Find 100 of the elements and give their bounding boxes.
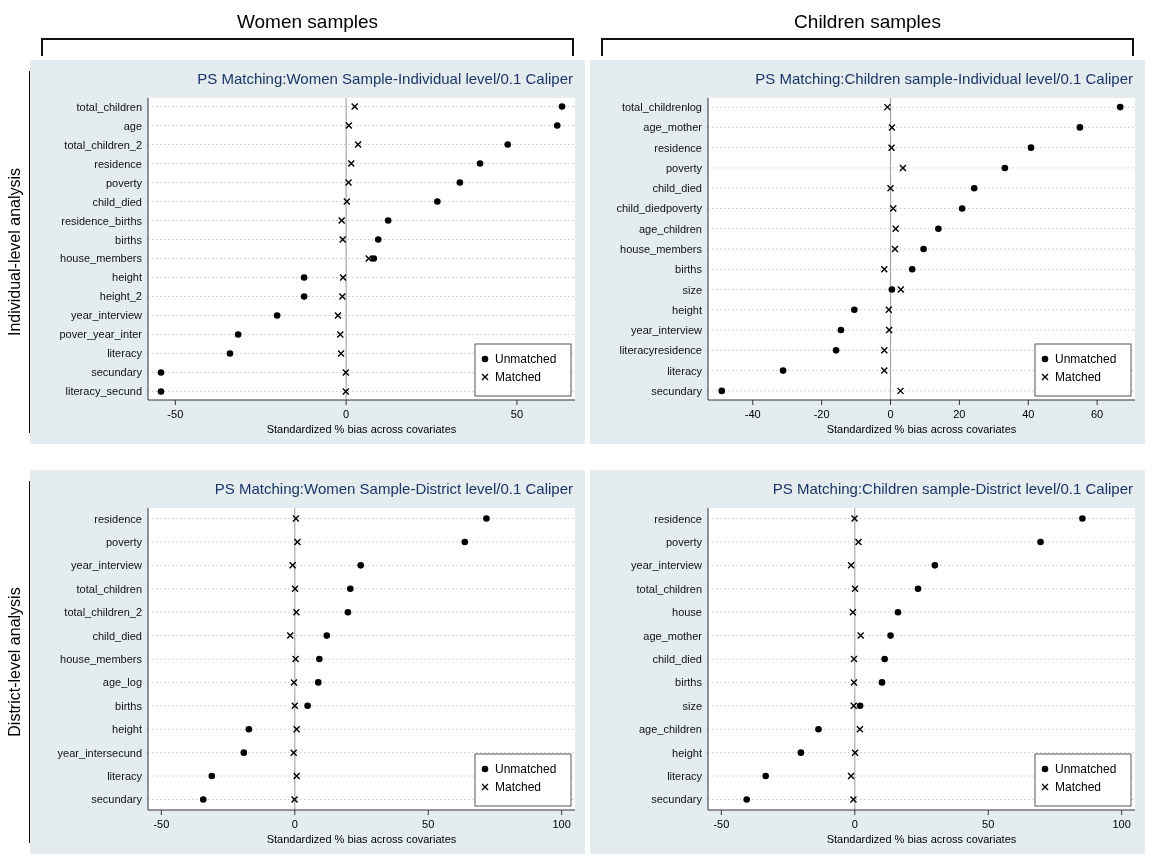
point (323, 632, 331, 639)
y-tick-label: child_diedpoverty (616, 202, 703, 215)
point (832, 347, 840, 354)
y-tick-label: pover_year_inter (59, 328, 143, 341)
point (314, 679, 322, 686)
point (1076, 124, 1084, 131)
point (880, 346, 889, 355)
point (935, 225, 942, 233)
point (347, 159, 355, 168)
chart-title: PS Matching:Children sample-District level/0.1 Caliper (772, 480, 1133, 497)
point (970, 184, 978, 192)
y-tick-label: age_log (102, 676, 142, 689)
point (1079, 515, 1086, 522)
point (290, 795, 299, 804)
x-tick-label: -50 (167, 408, 184, 420)
point (291, 655, 300, 663)
point (856, 631, 865, 640)
point (344, 608, 352, 616)
x-tick-label: 60 (1091, 408, 1104, 420)
point (334, 311, 342, 320)
point (850, 678, 858, 687)
y-tick-label: residence (94, 512, 142, 525)
point (291, 585, 299, 593)
point (914, 585, 922, 593)
point (337, 216, 346, 225)
y-tick-label: residence_births (61, 214, 143, 227)
chart-title: PS Matching:Children sample-Individual level/0.1 Caliper (755, 70, 1133, 87)
point (837, 326, 845, 334)
point (885, 306, 893, 314)
y-tick-label: literacy (107, 347, 143, 360)
x-tick-label: 100 (1112, 818, 1131, 830)
point (1116, 103, 1124, 111)
y-tick-label: literacy (667, 770, 703, 783)
point (553, 122, 561, 129)
point (851, 306, 858, 314)
point (339, 273, 347, 282)
point (850, 702, 858, 710)
y-tick-label: size (682, 283, 702, 296)
y-tick-label: literacy (107, 770, 143, 783)
point (354, 140, 362, 149)
y-tick-label: house (672, 606, 702, 619)
x-tick-label: 0 (291, 818, 298, 830)
legend-label: Unmatched (495, 762, 557, 776)
point (908, 265, 916, 273)
legend-label: Unmatched (1055, 352, 1117, 366)
point (897, 285, 905, 294)
y-tick-label: births (675, 676, 703, 689)
y-tick-label: age_children (639, 723, 702, 736)
point (290, 678, 298, 687)
y-tick-label: secundary (651, 793, 703, 806)
point (854, 538, 863, 546)
point (300, 293, 308, 300)
point (881, 655, 888, 663)
point (336, 330, 345, 339)
point (273, 312, 281, 319)
point (364, 254, 373, 263)
chart-title: PS Matching:Women Sample-Individual level/0.1 Caliper (197, 70, 573, 87)
point (920, 245, 927, 253)
x-tick-label: -20 (813, 408, 830, 420)
y-tick-label: residence (654, 512, 702, 525)
point (316, 655, 323, 663)
y-tick-label: residence (654, 141, 702, 154)
point (504, 141, 512, 148)
legend-label: Matched (1055, 780, 1102, 794)
point (762, 772, 769, 780)
point (292, 772, 301, 780)
y-tick-label: age_mother (643, 121, 703, 134)
point (885, 326, 893, 334)
text: Children samples (794, 11, 941, 32)
y-tick-label: child_died (652, 653, 702, 665)
point (931, 562, 939, 569)
y-tick-label: births (675, 263, 703, 276)
point (338, 292, 347, 301)
text: Women samples (236, 11, 379, 32)
point (292, 514, 300, 523)
y-tick-label: year_interview (71, 559, 143, 572)
point (1037, 538, 1044, 546)
point (476, 160, 484, 167)
point (290, 748, 298, 757)
point (346, 585, 354, 593)
y-tick-label: year_interview (631, 559, 703, 572)
point (337, 349, 345, 358)
point (849, 795, 858, 804)
y-tick-label: total_children (76, 100, 142, 113)
y-tick-label: total_children (636, 582, 702, 595)
y-tick-label: size (682, 699, 702, 712)
x-tick-label: 50 (422, 818, 435, 830)
point (357, 562, 364, 569)
point (815, 725, 822, 733)
point (293, 538, 302, 546)
chart-title: PS Matching:Women Sample-District level/0.1 Caliper (214, 480, 573, 497)
point (343, 197, 351, 206)
y-tick-label: poverty (665, 161, 703, 174)
point (1027, 144, 1035, 151)
point (797, 749, 805, 756)
y-tick-label: secundary (651, 384, 703, 397)
x-tick-label: 100 (552, 818, 571, 830)
point (896, 387, 905, 395)
legend-label: Unmatched (495, 352, 557, 366)
x-tick-label: 0 (343, 408, 350, 420)
